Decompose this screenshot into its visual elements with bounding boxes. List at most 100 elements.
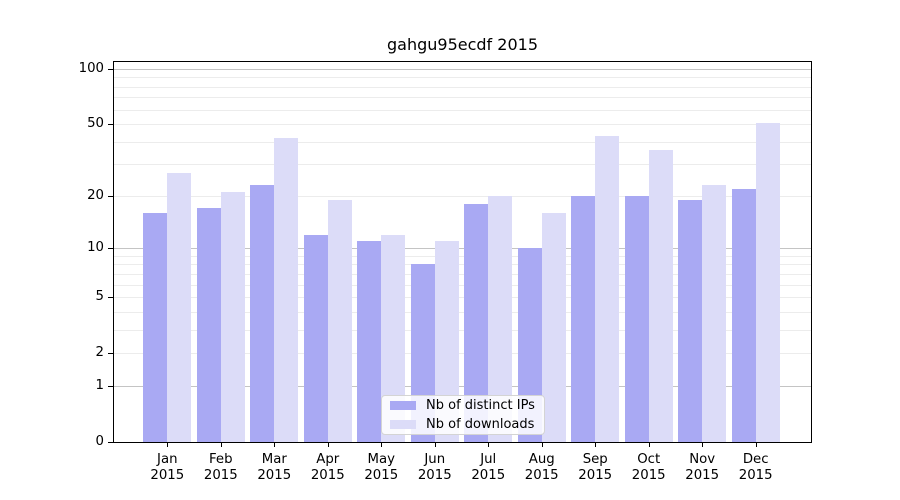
x-tick-mark <box>327 442 329 447</box>
x-tick-year: 2015 <box>364 468 399 483</box>
bar-downloads-feb <box>220 192 245 442</box>
gridline-minor <box>114 297 811 299</box>
x-tick-label-oct: Oct 2015 <box>619 452 679 484</box>
x-tick-year: 2015 <box>150 468 185 483</box>
bar-ips-apr <box>303 234 328 442</box>
gridline-minor <box>114 273 811 275</box>
x-tick-month: Feb <box>209 452 233 467</box>
y-tick-label: 0 <box>95 434 104 449</box>
legend-item-ips: Nb of distinct IPs <box>388 398 538 413</box>
bar-ips-nov <box>678 199 703 442</box>
gridline-minor <box>114 124 811 126</box>
gridline-minor <box>114 311 811 313</box>
x-tick-label-jun: Jun 2015 <box>405 452 465 484</box>
x-tick-month: Jan <box>157 452 178 467</box>
x-tick-label-nov: Nov 2015 <box>672 452 732 484</box>
y-tick-mark <box>108 124 113 126</box>
y-tick-mark <box>108 248 113 250</box>
x-tick-mark <box>381 442 383 447</box>
bar-ips-dec <box>731 188 756 442</box>
bar-ips-mar <box>250 185 275 442</box>
x-tick-mark <box>541 442 543 447</box>
y-tick-label: 2 <box>95 345 104 361</box>
gridline-minor <box>114 109 811 111</box>
chart-title: gahgu95ecdf 2015 <box>387 35 538 54</box>
gridline-minor <box>114 284 811 286</box>
y-tick-label: 1 <box>95 377 104 393</box>
y-tick-mark <box>108 68 113 70</box>
x-tick-year: 2015 <box>685 468 720 483</box>
x-tick-mark <box>648 442 650 447</box>
y-tick-label: 50 <box>87 116 104 132</box>
y-tick-mark <box>108 297 113 299</box>
legend: Nb of distinct IPs Nb of downloads <box>381 395 545 435</box>
x-tick-label-may: May 2015 <box>351 452 411 484</box>
x-tick-label-dec: Dec 2015 <box>726 452 786 484</box>
gridline-minor <box>114 329 811 331</box>
legend-label-ips: Nb of distinct IPs <box>426 398 535 413</box>
x-tick-label-sep: Sep 2015 <box>565 452 625 484</box>
x-tick-label-apr: Apr 2015 <box>298 452 358 484</box>
x-tick-label-feb: Feb 2015 <box>191 452 251 484</box>
x-tick-month: Mar <box>261 452 287 467</box>
x-tick-month: Dec <box>742 452 769 467</box>
bar-downloads-nov <box>702 185 727 442</box>
x-tick-year: 2015 <box>578 468 613 483</box>
x-tick-month: Oct <box>637 452 661 467</box>
x-tick-mark <box>167 442 169 447</box>
y-tick-label: 100 <box>78 60 104 76</box>
x-tick-month: May <box>367 452 396 467</box>
y-tick-label: 20 <box>87 187 104 203</box>
y-tick-label: 10 <box>87 240 104 256</box>
x-tick-year: 2015 <box>257 468 292 483</box>
gridline-minor <box>114 255 811 257</box>
x-tick-year: 2015 <box>738 468 773 483</box>
x-tick-year: 2015 <box>203 468 238 483</box>
bar-downloads-aug <box>541 213 566 442</box>
x-tick-year: 2015 <box>471 468 506 483</box>
y-tick-mark <box>108 385 113 387</box>
x-tick-month: Aug <box>528 452 555 467</box>
x-tick-label-jul: Jul 2015 <box>458 452 518 484</box>
x-tick-month: Jun <box>424 452 446 467</box>
x-tick-label-mar: Mar 2015 <box>244 452 304 484</box>
bar-downloads-oct <box>648 150 673 442</box>
x-tick-mark <box>274 442 276 447</box>
gridline-minor <box>114 353 811 355</box>
gridline-minor <box>114 77 811 79</box>
y-tick-mark <box>108 353 113 355</box>
bar-downloads-sep <box>595 136 620 442</box>
bar-downloads-dec <box>755 122 780 442</box>
x-tick-month: Nov <box>689 452 716 467</box>
x-tick-year: 2015 <box>631 468 666 483</box>
x-tick-year: 2015 <box>524 468 559 483</box>
x-tick-mark <box>755 442 757 447</box>
x-tick-mark <box>702 442 704 447</box>
x-tick-month: Apr <box>316 452 340 467</box>
bar-ips-may <box>357 241 382 442</box>
bar-ips-oct <box>624 195 649 442</box>
x-tick-mark <box>595 442 597 447</box>
y-tick-mark <box>108 442 113 443</box>
bar-downloads-apr <box>327 199 352 442</box>
legend-label-downloads: Nb of downloads <box>426 417 535 432</box>
gridline-minor <box>114 141 811 143</box>
legend-swatch-ips <box>390 401 416 410</box>
gridline-major <box>114 248 811 250</box>
x-tick-mark <box>488 442 490 447</box>
gridline-minor <box>114 164 811 166</box>
gridline-minor <box>114 97 811 99</box>
bar-ips-sep <box>571 195 596 442</box>
x-tick-year: 2015 <box>417 468 452 483</box>
x-tick-mark <box>434 442 436 447</box>
bar-ips-feb <box>196 208 221 442</box>
y-tick-label: 5 <box>95 289 104 305</box>
x-tick-month: Sep <box>582 452 608 467</box>
gridline-minor <box>114 86 811 88</box>
gridline-major <box>114 68 811 70</box>
gridline-minor <box>114 264 811 266</box>
plot-area <box>113 61 812 443</box>
legend-item-downloads: Nb of downloads <box>388 417 538 432</box>
x-tick-year: 2015 <box>310 468 345 483</box>
